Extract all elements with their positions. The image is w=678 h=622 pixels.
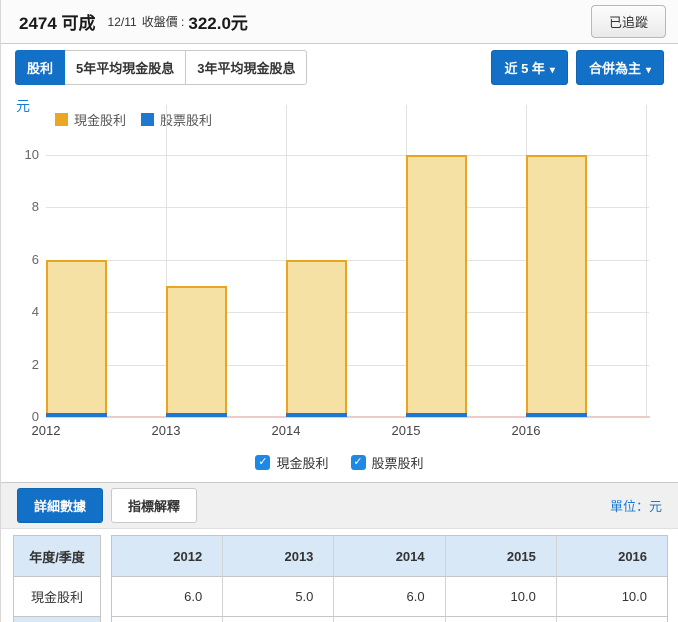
- gridline-vertical: [646, 105, 647, 417]
- x-tick-label: 2015: [391, 423, 421, 438]
- table-year-header-2013: 2013: [223, 535, 335, 577]
- table-partial-cell: [334, 617, 446, 622]
- checkbox-checked-icon: ✓: [255, 455, 271, 470]
- close-price-value: 322.0元: [188, 14, 248, 33]
- chevron-down-icon: ▾: [645, 65, 651, 76]
- indicator-explain-button[interactable]: 指標解釋: [111, 488, 198, 523]
- chevron-down-icon: ▾: [549, 65, 555, 76]
- table-year-header-2016: 2016: [556, 535, 669, 577]
- gridline-horizontal: [46, 155, 649, 156]
- table-year-header-2014: 2014: [334, 535, 446, 577]
- y-tick-label: 8: [31, 199, 39, 215]
- x-axis-baseline: [46, 416, 650, 418]
- table-row-cash-dividend: 現金股利 6.0 5.0 6.0 10.0 10.0: [13, 577, 669, 617]
- bar-cash-dividend-2013[interactable]: [166, 286, 227, 417]
- chart-option-dropdowns: 近 5 年 ▾ 合併為主 ▾: [491, 50, 664, 85]
- bar-cash-dividend-2015[interactable]: [406, 155, 467, 417]
- y-tick-label: 2: [31, 356, 39, 372]
- stock-header-bar: 2474 可成 12/11 收盤價 : 322.0元 已追蹤: [1, 0, 678, 44]
- chart-legend: 現金股利 股票股利: [55, 110, 212, 129]
- y-tick-label: 10: [24, 147, 39, 162]
- y-axis-unit-label: 元: [16, 98, 30, 114]
- gridline-horizontal: [46, 259, 649, 261]
- tab-3yr-avg-cash-dividend[interactable]: 3年平均現金股息: [185, 50, 308, 85]
- checkbox-cash-dividend[interactable]: ✓ 現金股利: [255, 453, 329, 472]
- table-cell-2015: 10.0: [445, 577, 557, 617]
- x-tick-label: 2016: [511, 423, 541, 438]
- dividend-data-table: 年度/季度 2012 2013 2014 2015 2016 現金股利 6.0 5.0 6.…: [13, 535, 669, 622]
- y-tick-label: 4: [31, 304, 39, 320]
- legend-swatch-stock-dividend: [141, 113, 155, 126]
- dividend-tab-group: 股利 5年平均現金股息 3年平均現金股息: [15, 50, 308, 85]
- legend-label-cash-dividend: 現金股利: [74, 113, 127, 128]
- checkbox-checked-icon: ✓: [350, 455, 366, 470]
- bar-stock-dividend-2014: [286, 413, 347, 417]
- dividend-bar-chart: 元 現金股利 股票股利 0 2 4 6 8 10 2012 2013 2014 2015 2016: [1, 91, 678, 443]
- x-tick-label: 2013: [151, 423, 181, 438]
- table-partial-cell: [556, 617, 669, 622]
- x-tick-label: 2012: [31, 423, 61, 438]
- checkbox-stock-dividend[interactable]: ✓ 股票股利: [350, 453, 424, 472]
- detail-data-button[interactable]: 詳細數據: [17, 488, 104, 523]
- x-tick-label: 2014: [271, 423, 301, 438]
- tabs-row: 股利 5年平均現金股息 3年平均現金股息 近 5 年 ▾ 合併為主 ▾: [1, 44, 678, 91]
- bar-stock-dividend-2012: [46, 413, 107, 417]
- gridline-horizontal: [46, 207, 649, 209]
- bar-stock-dividend-2013: [166, 413, 227, 417]
- table-row-label: 現金股利: [13, 577, 101, 617]
- tracked-button[interactable]: 已追蹤: [590, 5, 666, 38]
- bar-stock-dividend-2015: [406, 413, 467, 417]
- table-unit-label: 單位：元: [609, 499, 662, 514]
- table-cell-2016: 10.0: [556, 577, 669, 617]
- bar-cash-dividend-2014[interactable]: [286, 260, 347, 417]
- table-corner-header: 年度/季度: [13, 535, 101, 577]
- table-year-header-2012: 2012: [111, 535, 224, 577]
- y-tick-label: 0: [31, 409, 39, 424]
- bar-cash-dividend-2016[interactable]: [526, 155, 587, 417]
- table-partial-cell: [111, 617, 224, 622]
- range-dropdown[interactable]: 近 5 年 ▾: [491, 50, 568, 85]
- legend-label-stock-dividend: 股票股利: [160, 113, 213, 128]
- table-partial-cell: [223, 617, 335, 622]
- table-cell-2014: 6.0: [334, 577, 446, 617]
- bar-stock-dividend-2016: [526, 413, 587, 417]
- table-toolbar: 詳細數據 指標解釋 單位：元: [1, 482, 678, 529]
- y-tick-label: 6: [31, 251, 39, 267]
- table-row-partial: [13, 617, 669, 622]
- table-cell-2013: 5.0: [223, 577, 335, 617]
- gridline-vertical: [166, 105, 167, 417]
- gridline-horizontal: [46, 312, 649, 314]
- legend-swatch-cash-dividend: [55, 113, 68, 126]
- mode-dropdown[interactable]: 合併為主 ▾: [575, 50, 664, 85]
- tab-5yr-avg-cash-dividend[interactable]: 5年平均現金股息: [64, 50, 187, 85]
- table-cell-2012: 6.0: [111, 577, 224, 617]
- table-header-row: 年度/季度 2012 2013 2014 2015 2016: [13, 535, 669, 577]
- series-checkbox-row: ✓ 現金股利 ✓ 股票股利: [1, 443, 678, 482]
- plot-area: 0 2 4 6 8 10 2012 2013 2014 2015 2016: [1, 91, 678, 443]
- bar-cash-dividend-2012[interactable]: [46, 260, 107, 417]
- close-date: 12/11: [107, 14, 137, 29]
- table-year-header-2015: 2015: [445, 535, 557, 577]
- close-price-label: 收盤價 :: [141, 15, 185, 29]
- tab-dividend[interactable]: 股利: [15, 50, 66, 85]
- gridline-horizontal: [46, 364, 649, 366]
- stock-code-name: 2474 可成: [19, 14, 96, 33]
- table-partial-cell: [445, 617, 557, 622]
